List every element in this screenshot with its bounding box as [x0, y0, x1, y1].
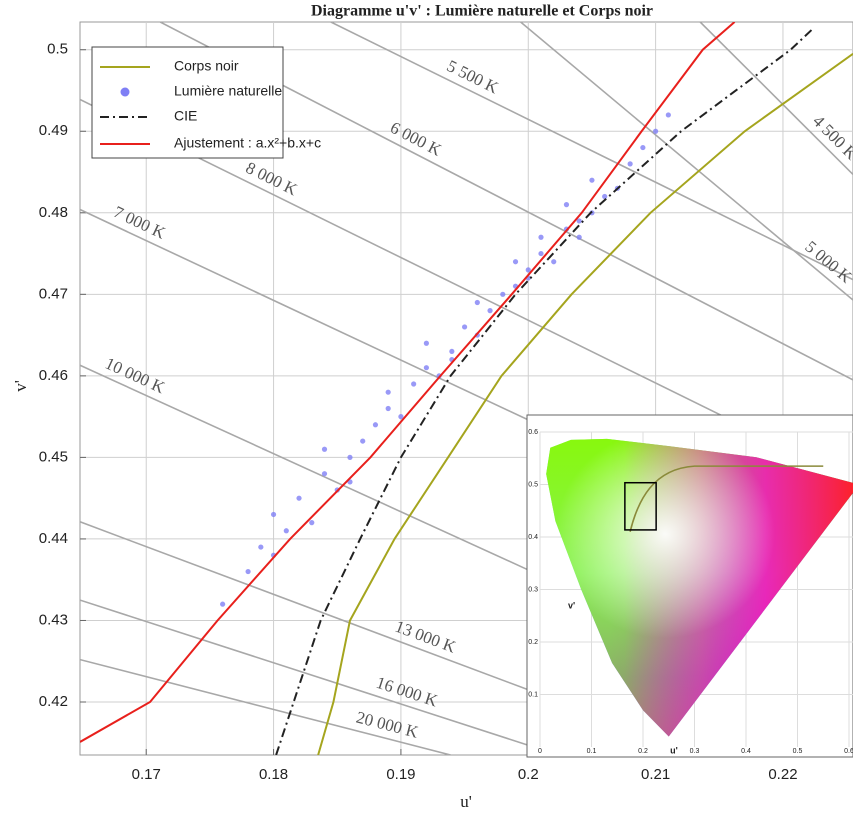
scatter-point [423, 365, 429, 371]
scatter-point [283, 528, 289, 534]
inset-x-tick-label: 0.6 [844, 748, 853, 755]
x-tick-label: 0.21 [641, 766, 670, 783]
scatter-point [551, 259, 557, 265]
inset-x-tick-label: 0.4 [741, 748, 751, 755]
legend-label: CIE [174, 108, 197, 124]
series-line [80, 22, 736, 743]
x-tick-label: 0.18 [259, 766, 288, 783]
x-tick-label: 0.17 [132, 766, 161, 783]
isotherm-line [699, 22, 853, 176]
legend-label: Ajustement : a.x²+b.x+c [174, 135, 321, 151]
scatter-point [385, 389, 391, 395]
y-tick-label: 0.42 [39, 693, 68, 710]
scatter-point [461, 324, 468, 330]
scatter-point [602, 193, 608, 200]
legend-swatch [120, 87, 130, 97]
scatter-point [563, 202, 570, 208]
series-line [317, 52, 853, 755]
scatter-point [296, 495, 302, 501]
isotherm-line [330, 22, 853, 281]
isotherm-line [80, 521, 529, 691]
x-tick-label: 0.19 [386, 766, 415, 783]
scatter-point [220, 601, 226, 607]
chart-title: Diagramme u'v' : Lumière naturelle et Co… [311, 3, 653, 20]
scatter-point [538, 234, 544, 240]
scatter-point [653, 128, 659, 134]
scatter-point [576, 234, 582, 240]
isotherm-line [520, 22, 853, 301]
legend: Corps noir Lumière naturelle CIE Ajustement… [91, 46, 321, 159]
scatter-point [309, 520, 315, 526]
inset-x-tick-label: 0 [538, 748, 542, 755]
scatter-point [321, 471, 328, 477]
legend-label: Lumière naturelle [174, 83, 282, 99]
inset-y-tick-label: 0.3 [528, 586, 538, 593]
series-line [275, 28, 813, 755]
scatter-point [538, 250, 544, 257]
data-layer [80, 22, 853, 755]
scatter-point [321, 446, 328, 452]
scatter-point [474, 299, 480, 306]
inset-y-tick-label: 0.4 [528, 534, 538, 541]
legend-label: Corps noir [174, 58, 239, 74]
y-tick-label: 0.43 [39, 611, 68, 628]
inset-gamut [546, 438, 853, 737]
inset-locus-white [546, 438, 853, 737]
inset-y-tick-label: 0.5 [528, 481, 538, 488]
inset-x-label: u' [670, 745, 678, 755]
y-tick-label: 0.44 [39, 530, 68, 547]
scatter-point [525, 267, 531, 273]
scatter-point [245, 568, 251, 575]
scatter-point [449, 348, 455, 355]
inset-y-label: v' [568, 600, 575, 610]
inset-y-tick-label: 0.2 [528, 639, 538, 646]
inset-x-tick-label: 0.3 [690, 748, 700, 755]
scatter-point [665, 112, 671, 118]
inset-x-tick-label: 0.2 [638, 748, 648, 755]
scatter-point [512, 259, 519, 265]
inset: 0 0.1 0.2 0.3 0.4 0.5 0.6 0.1 0.2 0.3 0.4 0.5 0.6 v'… [526, 414, 853, 758]
scatter-point [627, 161, 633, 167]
scatter-point [372, 422, 379, 428]
scatter-point [411, 381, 417, 387]
scatter-point [640, 144, 646, 151]
y-tick-label: 0.48 [39, 204, 68, 221]
y-tick-label: 0.46 [39, 367, 68, 384]
inset-x-tick-label: 0.1 [587, 748, 597, 755]
inset-zoom-box [624, 481, 657, 531]
inset-planck [629, 465, 824, 532]
y-tick-label: 0.45 [39, 448, 68, 465]
x-axis-label: u' [460, 792, 472, 811]
isotherm-line [80, 364, 529, 571]
scatter-point [347, 454, 353, 460]
scatter-point [398, 414, 404, 420]
isotherm-line [80, 658, 451, 755]
scatter-point [500, 291, 506, 297]
y-axis-label: v' [11, 380, 30, 392]
legend-box [91, 46, 284, 159]
y-tick-label: 0.47 [39, 285, 68, 302]
scatter-point [360, 438, 366, 444]
scatter-point [576, 218, 582, 224]
x-tick-label: 0.2 [518, 766, 539, 783]
scatter-point [487, 308, 493, 314]
y-tick-label: 0.5 [47, 41, 68, 58]
x-tick-label: 0.22 [768, 766, 797, 783]
inset-y-tick-label: 0.1 [528, 691, 538, 698]
y-tick-label: 0.49 [39, 122, 68, 139]
isotherm-line [80, 599, 529, 746]
scatter-point [423, 340, 429, 346]
isotherm-line [80, 208, 529, 421]
scatter-point [385, 405, 391, 412]
scatter-point [589, 177, 595, 183]
scatter-point [258, 544, 264, 550]
inset-x-tick-label: 0.5 [793, 748, 803, 755]
scatter-point [270, 511, 277, 518]
inset-y-tick-label: 0.6 [528, 429, 538, 436]
